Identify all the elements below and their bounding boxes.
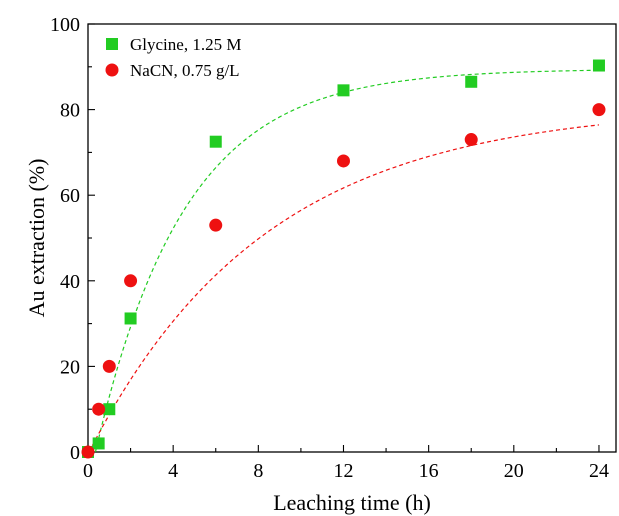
y-axis-ticks: 0 20 40 60 80 100	[50, 14, 95, 464]
y-tick-label: 80	[60, 100, 80, 122]
x-tick-label: 8	[253, 460, 263, 482]
x-tick-label: 12	[333, 460, 353, 482]
data-markers	[81, 59, 606, 459]
glycine-point	[592, 59, 605, 72]
y-tick-label: 60	[60, 185, 80, 207]
legend-swatch-glycine	[106, 38, 118, 50]
legend-swatch-nacn	[105, 63, 119, 77]
glycine-point	[124, 312, 137, 325]
x-axis-ticks: 0 4 8 12 16 20 24	[83, 445, 609, 482]
nacn-point	[92, 402, 106, 416]
x-tick-label: 20	[504, 460, 524, 482]
glycine-point	[337, 84, 350, 97]
legend-label: Glycine, 1.25 M	[130, 35, 241, 54]
nacn-point	[81, 445, 95, 459]
y-tick-label: 100	[50, 14, 80, 36]
fit-curve	[88, 124, 600, 453]
glycine-point	[209, 135, 222, 148]
nacn-point	[124, 274, 138, 288]
nacn-point	[336, 154, 350, 168]
y-tick-label: 40	[60, 271, 80, 293]
y-tick-label: 0	[70, 442, 80, 464]
glycine-point	[465, 75, 478, 88]
legend: Glycine, 1.25 M NaCN, 0.75 g/L	[105, 35, 241, 80]
x-tick-label: 0	[83, 460, 93, 482]
x-tick-label: 16	[419, 460, 439, 482]
glycine-point	[103, 403, 116, 416]
y-tick-label: 20	[60, 356, 80, 378]
fit-curve	[94, 69, 599, 453]
plot-area	[87, 23, 617, 453]
nacn-point	[102, 359, 116, 373]
axes-frame	[87, 23, 617, 453]
x-tick-label: 4	[168, 460, 178, 482]
y-axis-title: Au extraction (%)	[24, 159, 49, 318]
glycine-point	[92, 437, 105, 450]
fit-curves	[88, 69, 600, 453]
x-axis-title: Leaching time (h)	[273, 490, 431, 515]
legend-label: NaCN, 0.75 g/L	[130, 61, 240, 80]
x-tick-label: 24	[589, 460, 609, 482]
nacn-point	[464, 133, 478, 147]
nacn-point	[209, 218, 223, 232]
nacn-point	[592, 103, 606, 117]
